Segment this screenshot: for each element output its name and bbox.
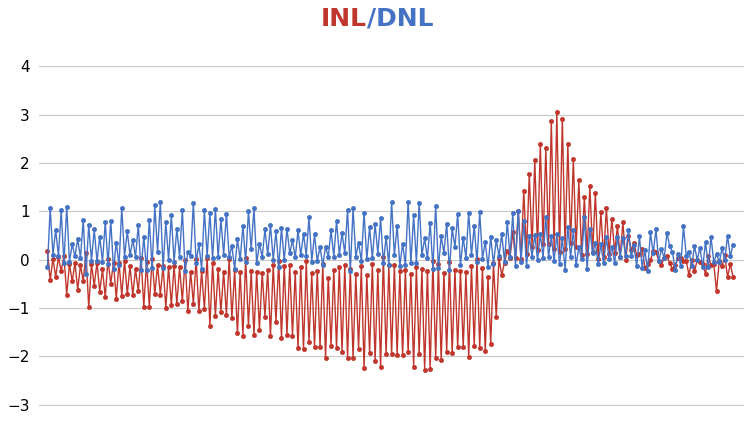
Text: /DNL: /DNL	[366, 7, 433, 31]
Text: INL: INL	[321, 7, 366, 31]
